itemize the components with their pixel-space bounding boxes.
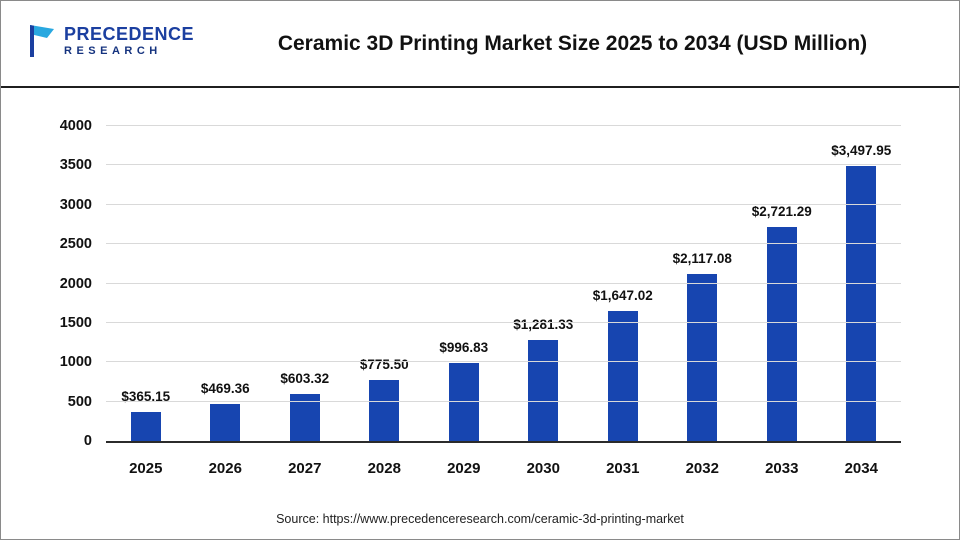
gridline-500	[106, 400, 901, 402]
bar-value-label-2029: $996.83	[439, 339, 489, 355]
bar-group-2025: $365.15 2025	[106, 126, 186, 477]
bar-value-label-2031: $1,647.02	[592, 288, 653, 304]
x-axis-label-2027: 2027	[288, 460, 322, 477]
y-axis-tick-2500: 2500	[59, 236, 92, 253]
x-axis-label-2032: 2032	[685, 460, 719, 477]
chart-section: $365.15 2025 $469.36 2026 $603.32 2027 $775.50…	[1, 88, 959, 539]
logo-text: PRECEDENCE RESEARCH	[64, 24, 194, 58]
x-axis-label-2034: 2034	[844, 460, 878, 477]
bar-2026	[210, 404, 241, 441]
bar-value-label-2030: $1,281.33	[513, 317, 574, 333]
bar-group-2027: $603.32 2027	[265, 126, 345, 478]
bar-2032	[687, 274, 718, 441]
y-axis-tick-1500: 1500	[59, 314, 92, 331]
bar-value-label-2032: $2,117.08	[672, 251, 732, 267]
bar-2025	[130, 412, 161, 441]
bar-group-2032: $2,117.08 2032	[663, 126, 743, 477]
precedence-flag-icon	[27, 24, 57, 63]
bar-value-label-2027: $603.32	[280, 370, 330, 386]
y-axis-tick-4000: 4000	[59, 118, 92, 134]
x-axis-label-2033: 2033	[765, 460, 799, 477]
precedence-research-logo: PRECEDENCE RESEARCH	[27, 24, 212, 63]
x-axis-label-2028: 2028	[367, 460, 401, 477]
bar-value-label-2028: $775.50	[359, 356, 409, 372]
plot-area: $365.15 2025 $469.36 2026 $603.32 2027 $775.50…	[60, 118, 902, 478]
x-axis-label-2025: 2025	[129, 460, 163, 477]
y-axis-tick-3500: 3500	[59, 157, 92, 174]
gridline-1500	[106, 321, 901, 323]
bar-2030	[528, 340, 559, 441]
bar-value-label-2034: $3,497.95	[831, 142, 892, 158]
bar-group-2028: $775.50 2028	[345, 126, 425, 477]
x-axis-label-2029: 2029	[447, 460, 481, 477]
bar-2033	[766, 226, 797, 441]
gridline-1000	[106, 361, 901, 363]
source-attribution: Source: https://www.precedenceresearch.c…	[276, 512, 684, 526]
bar-series: $365.15 2025 $469.36 2026 $603.32 2027 $775.50…	[106, 126, 902, 478]
bar-2031	[607, 311, 638, 441]
y-axis-tick-2000: 2000	[59, 275, 92, 292]
x-axis-label-2026: 2026	[208, 460, 242, 477]
bar-group-2026: $469.36 2026	[186, 126, 266, 477]
bar-group-2033: $2,721.29 2033	[742, 126, 822, 477]
gridline-2500	[106, 243, 901, 245]
bar-value-label-2026: $469.36	[200, 381, 250, 397]
bar-group-2030: $1,281.33 2030	[504, 126, 584, 477]
bar-2034	[846, 165, 877, 441]
bar-2029	[448, 362, 479, 441]
bar-value-label-2025: $365.15	[121, 389, 171, 405]
y-axis-tick-3000: 3000	[59, 196, 92, 213]
x-axis-label-2031: 2031	[606, 460, 640, 477]
y-axis-tick-1000: 1000	[59, 354, 92, 371]
header: PRECEDENCE RESEARCH Ceramic 3D Printing …	[1, 1, 959, 88]
bar-group-2031: $1,647.02 2031	[583, 126, 663, 477]
gridline-3500	[106, 164, 901, 166]
gridline-3000	[106, 203, 901, 205]
bar-group-2029: $996.83 2029	[424, 126, 504, 478]
logo-subtitle: RESEARCH	[64, 45, 162, 57]
y-axis-tick-0: 0	[83, 433, 92, 449]
bar-2028	[369, 379, 400, 441]
page-title: Ceramic 3D Printing Market Size 2025 to …	[277, 31, 868, 55]
gridline-4000	[106, 125, 901, 126]
gridline-2000	[106, 282, 901, 284]
y-axis-tick-500: 500	[67, 393, 92, 410]
logo-wordmark: PRECEDENCE	[64, 24, 195, 44]
bar-group-2034: $3,497.95 2034	[822, 126, 902, 477]
x-axis-label-2030: 2030	[526, 460, 560, 477]
bar-value-label-2033: $2,721.29	[751, 203, 812, 219]
